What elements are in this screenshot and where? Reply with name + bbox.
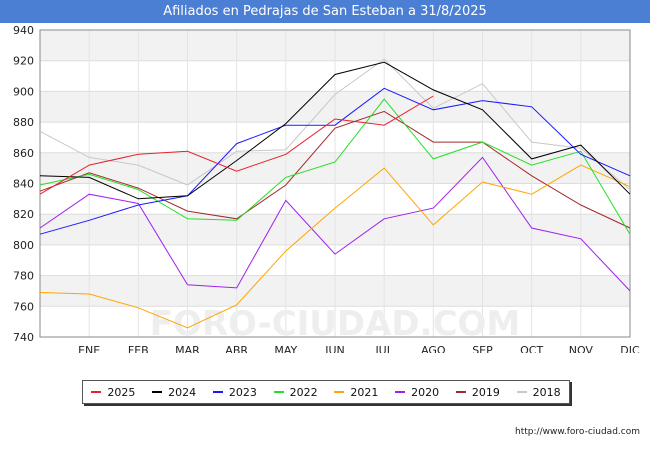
legend-swatch — [455, 391, 466, 393]
legend-label: 2019 — [471, 385, 500, 399]
legend-swatch — [273, 391, 284, 393]
legend-item-2018: 2018 — [516, 385, 561, 399]
legend-label: 2020 — [411, 385, 440, 399]
x-tick-label: NOV — [569, 344, 594, 353]
watermark-text: FORO-CIUDAD.COM — [150, 304, 521, 344]
legend-swatch — [212, 391, 223, 393]
legend-swatch — [152, 391, 163, 393]
x-tick-label: ABR — [225, 344, 248, 353]
legend-item-2023: 2023 — [212, 385, 257, 399]
legend-item-2022: 2022 — [273, 385, 318, 399]
legend-swatch — [91, 391, 102, 393]
y-tick-label: 760 — [13, 300, 34, 313]
legend-item-2020: 2020 — [395, 386, 439, 399]
x-tick-label: AGO — [421, 344, 446, 353]
legend-label: 2022 — [289, 385, 318, 399]
series-line-2021 — [39, 164, 631, 329]
series-line-2018 — [39, 58, 631, 190]
y-tick-label: 820 — [13, 208, 34, 221]
series-line-2019 — [39, 110, 631, 229]
line-chart: 740 760 780 800 820 840 860 880 900 920 940 ENE FEB M… — [13, 24, 640, 353]
y-tick-label: 840 — [13, 178, 34, 191]
y-tick-label: 880 — [13, 116, 34, 129]
x-tick-label: ENE — [78, 344, 100, 353]
series-line-2020 — [39, 156, 631, 292]
legend-item-2025: 2025 — [91, 386, 135, 399]
x-tick-label: DIC — [620, 344, 640, 353]
legend-swatch — [516, 391, 527, 393]
source-url[interactable]: http://www.foro-ciudad.com — [515, 427, 640, 437]
y-tick-label: 800 — [13, 239, 34, 252]
x-tick-label: OCT — [520, 344, 543, 353]
y-tick-label: 860 — [13, 147, 34, 160]
series-line-2023 — [39, 87, 631, 235]
legend-label: 2021 — [350, 385, 379, 399]
plot-border — [39, 29, 631, 338]
y-tick-label: 940 — [13, 24, 34, 37]
legend-item-2019: 2019 — [455, 385, 500, 399]
x-tick-label: FEB — [128, 344, 149, 353]
legend-label: 2025 — [107, 385, 136, 399]
y-tick-label: 900 — [13, 85, 34, 98]
legend-label: 2018 — [532, 385, 561, 399]
chart-legend: 2025 2024 2023 2022 2021 2020 2019 2018 — [82, 380, 570, 404]
x-tick-label: MAR — [175, 344, 200, 353]
x-tick-label: JUL — [374, 344, 393, 353]
legend-item-2021: 2021 — [334, 386, 378, 399]
x-tick-label: SEP — [472, 344, 493, 353]
legend-swatch — [334, 391, 345, 393]
series-line-2022 — [39, 98, 631, 235]
legend-label: 2024 — [168, 385, 197, 399]
legend-item-2024: 2024 — [152, 386, 196, 399]
y-tick-label: 740 — [13, 331, 34, 344]
chart-title: Afiliados en Pedrajas de San Esteban a 3… — [0, 0, 650, 23]
x-tick-label: MAY — [274, 344, 297, 353]
series-line-2024 — [39, 61, 631, 200]
y-tick-label: 920 — [13, 55, 34, 68]
legend-label: 2023 — [228, 385, 257, 399]
y-tick-label: 780 — [13, 270, 34, 283]
series-line-2025 — [39, 95, 434, 195]
legend-swatch — [395, 391, 406, 393]
x-tick-label: JUN — [324, 344, 345, 353]
